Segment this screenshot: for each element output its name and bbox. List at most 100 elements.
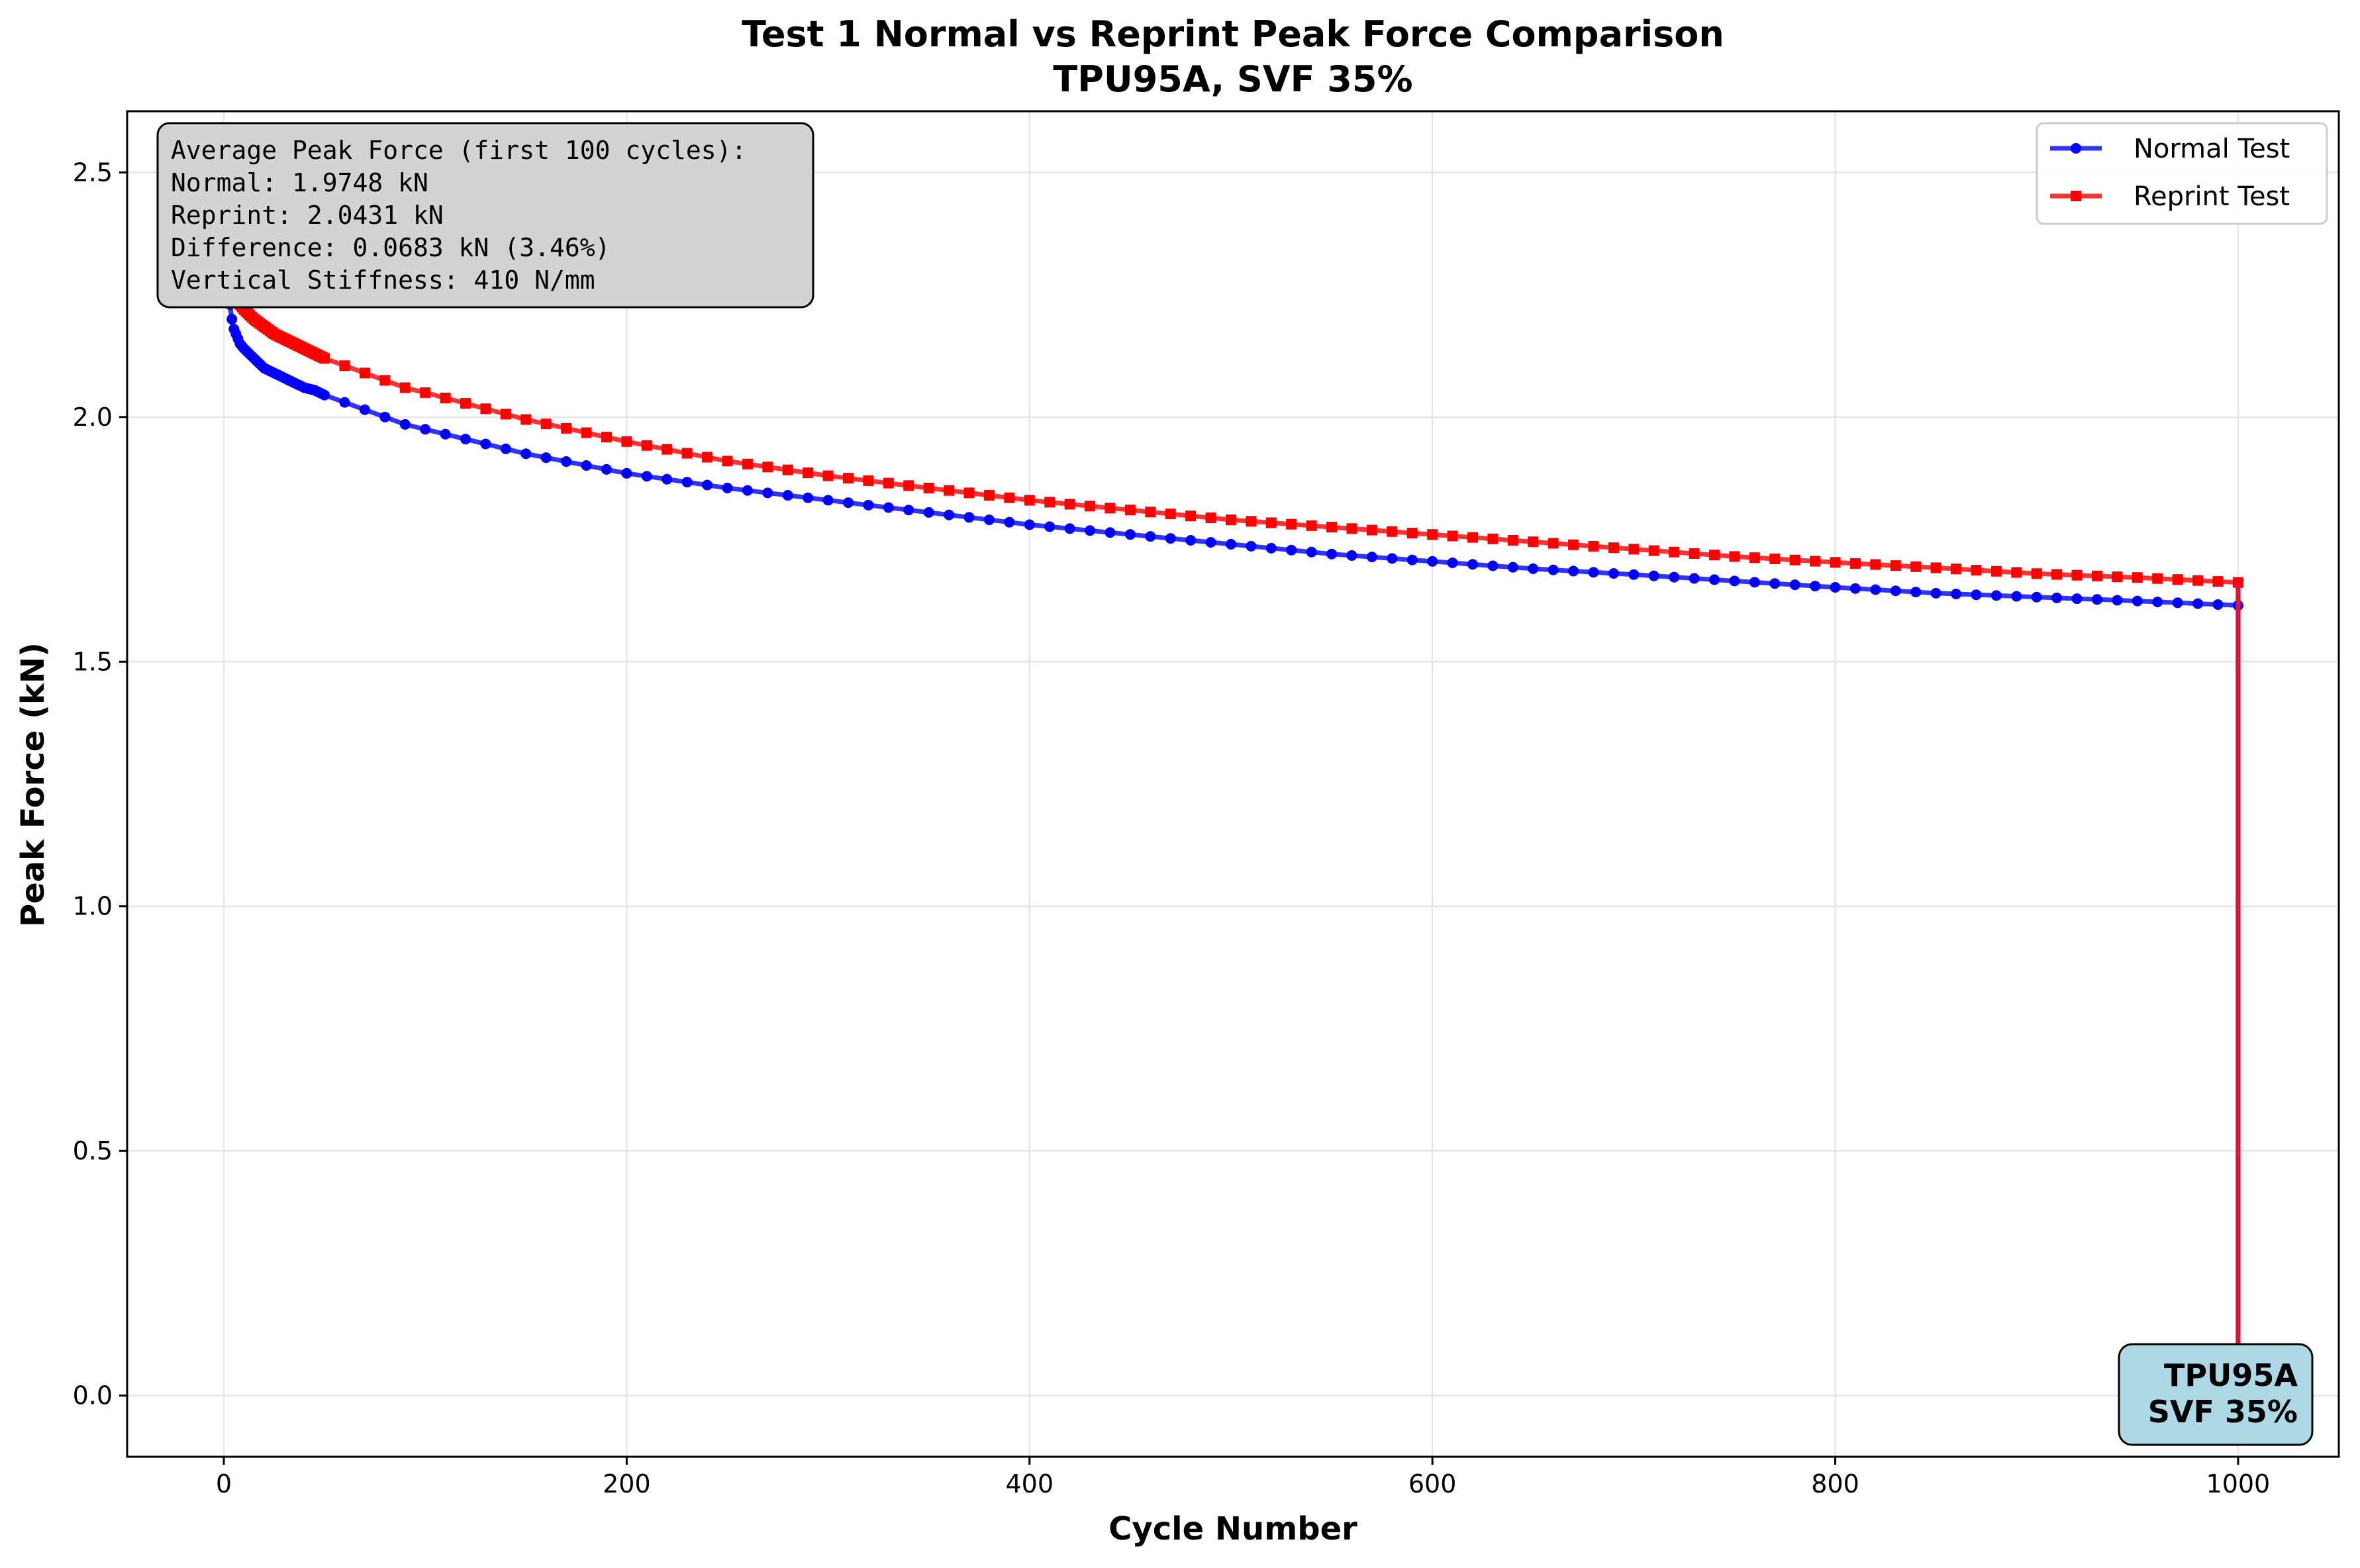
reprint-point [1608,542,1619,554]
normal-point [2132,595,2143,607]
normal-point [641,471,652,482]
reprint-point [2091,570,2102,581]
normal-point [2112,595,2123,606]
reprint-point [2112,571,2123,582]
normal-point [702,479,713,491]
reprint-point [1487,533,1499,544]
reprint-point [2152,573,2163,584]
normal-point [339,397,350,408]
reprint-point [762,462,773,473]
reprint-point [1991,565,2002,577]
reprint-point [1165,509,1176,520]
y-tick-label: 0.0 [73,1381,113,1410]
y-tick-label: 1.0 [73,892,113,921]
reprint-point [1225,514,1236,525]
reprint-point [1366,524,1377,536]
reprint-point [1326,522,1338,533]
normal-point [1608,567,1619,579]
reprint-point [520,414,532,425]
normal-point [1487,560,1499,571]
normal-point [226,314,238,325]
normal-point [903,505,914,516]
reprint-point [2212,576,2224,587]
reprint-point [1548,538,1559,549]
reprint-point [681,448,693,459]
reprint-point [883,477,894,489]
normal-point [1951,589,1962,600]
reprint-point [842,473,854,484]
normal-point [1648,570,1659,581]
reprint-point [903,480,914,491]
normal-point [1689,573,1700,584]
reprint-point [1588,540,1599,552]
series-layer [221,177,2243,1396]
normal-point [883,502,894,513]
stats-line: Normal: 1.9748 kN [171,168,428,197]
normal-point [681,477,693,488]
normal-point [1628,569,1640,580]
reprint-point [1568,539,1579,550]
reprint-point [540,418,552,430]
legend-marker-reprint [2071,191,2081,201]
reprint-point [2192,575,2204,586]
x-tick-label: 0 [216,1469,232,1498]
reprint-point [1346,523,1357,534]
normal-point [1729,575,1740,587]
x-axis-label: Cycle Number [1108,1510,1357,1547]
normal-point [1507,562,1518,573]
y-tick-label: 2.0 [73,403,113,432]
reprint-point [1004,492,1015,503]
normal-point [1246,540,1257,552]
normal-point [319,389,330,401]
normal-point [722,482,733,493]
normal-point [983,514,995,525]
reprint-point [782,464,793,475]
reprint-point [1749,552,1760,564]
normal-point [762,487,773,499]
normal-point [1789,579,1800,591]
normal-point [923,507,934,518]
plot-frame [126,110,2340,1458]
reprint-point [2172,574,2183,585]
normal-point [1306,546,1317,558]
normal-point [1930,587,1942,599]
reprint-point [1769,553,1781,564]
normal-point [1105,527,1116,538]
normal-point [2051,592,2063,603]
normal-point [863,499,874,511]
normal-point [1024,519,1035,530]
reprint-point [1628,544,1640,555]
stats-box [156,122,814,309]
legend-entry-normal: Normal Test [2050,134,2290,164]
normal-point [500,443,511,454]
reprint-point [963,487,975,499]
normal-point [1749,577,1760,588]
normal-point [803,492,814,503]
reprint-point [1427,529,1438,540]
reprint-point [399,382,411,393]
normal-point [963,512,975,523]
legend-box [2036,122,2328,225]
normal-point [520,448,532,460]
normal-point [1427,556,1438,567]
normal-point [742,485,753,496]
reprint-point [379,375,391,386]
reprint-point [339,360,350,371]
normal-point [1447,558,1458,569]
stats-annotation: Average Peak Force (first 100 cycles): N… [156,122,814,309]
normal-point [2011,591,2022,602]
material-badge-line: TPU95A [2164,1357,2298,1393]
tick-layer: 0 200 400 600 800 1000 0.0 0.5 1.0 1.5 2.0 2.5 [73,158,2271,1498]
normal-point [2172,597,2183,609]
reprint-point [1507,535,1518,546]
normal-point [1971,589,1982,601]
reprint-point [722,456,733,467]
reprint-point [1205,513,1216,524]
normal-point [1910,587,1922,598]
normal-point [944,509,955,520]
normal-point [2152,596,2163,607]
normal-point [1709,574,1720,585]
stats-line: Reprint: 2.0431 kN [171,201,444,230]
normal-point [1366,552,1377,563]
